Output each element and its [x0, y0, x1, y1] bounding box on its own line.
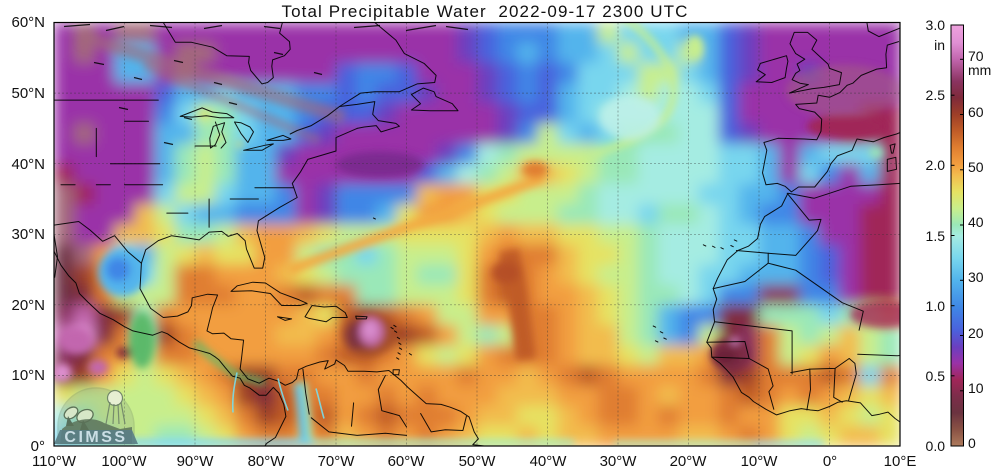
- svg-text:CIMSS: CIMSS: [64, 429, 127, 446]
